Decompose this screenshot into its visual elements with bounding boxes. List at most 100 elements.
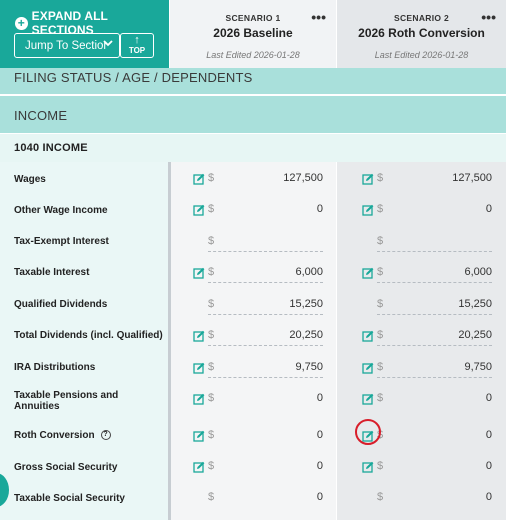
value-cell[interactable]: $ [193,233,323,253]
edit-icon[interactable] [193,392,205,405]
input-underline [377,282,492,283]
scenario-last-edited: Last Edited 2026-01-28 [374,50,469,60]
currency-symbol: $ [377,203,384,215]
edit-icon[interactable] [362,392,374,405]
toolbar: + EXPAND ALL SECTIONS Jump To Sectior ↑ … [0,0,169,68]
input-underline [208,251,323,252]
value-cell[interactable]: $0 [193,390,323,410]
more-options-icon[interactable]: ••• [311,9,326,25]
row-label-text: Other Wage Income [14,205,108,216]
subsection-1040-income[interactable]: 1040 INCOME [0,134,506,162]
value-cell[interactable]: $0 [193,458,323,478]
value-cell[interactable]: $0 [362,489,492,509]
currency-symbol: $ [377,266,384,278]
currency-symbol: $ [208,203,215,215]
header: + EXPAND ALL SECTIONS Jump To Sectior ↑ … [0,0,506,68]
edit-icon[interactable] [362,172,374,185]
value-text: 9,750 [295,361,323,373]
value-cell[interactable]: $6,000 [193,264,323,284]
scenario-2-header: SCENARIO 2 2026 Roth Conversion Last Edi… [337,0,506,68]
currency-symbol: $ [377,460,384,472]
value-cell[interactable]: $0 [193,201,323,221]
value-text: 6,000 [295,266,323,278]
currency-symbol: $ [377,491,384,503]
currency-symbol: $ [208,429,215,441]
arrow-up-icon: ↑ [134,34,140,46]
column-divider [168,162,171,520]
row-label-text: Wages [14,174,46,185]
scroll-top-button[interactable]: ↑ TOP [120,33,154,58]
value-cell[interactable]: $9,750 [362,359,492,379]
input-underline [377,251,492,252]
jump-to-section-select[interactable]: Jump To Sectior [14,33,120,58]
edit-icon[interactable] [193,429,205,442]
value-text: 9,750 [464,361,492,373]
edit-icon[interactable] [362,329,374,342]
value-cell[interactable]: $0 [362,201,492,221]
edit-icon[interactable] [362,203,374,216]
value-cell[interactable]: $6,000 [362,264,492,284]
row-label: Tax-Exempt Interest [14,236,164,247]
value-cell[interactable]: $9,750 [193,359,323,379]
value-cell[interactable]: $0 [362,390,492,410]
help-icon[interactable]: ? [100,430,111,441]
currency-symbol: $ [208,266,215,278]
section-income[interactable]: INCOME [0,96,506,133]
value-cell[interactable]: $127,500 [362,170,492,190]
value-text: 0 [485,203,492,215]
currency-symbol: $ [208,392,215,404]
value-cell[interactable]: $0 [193,489,323,509]
edit-icon[interactable] [362,460,374,473]
currency-symbol: $ [377,392,384,404]
currency-symbol: $ [208,329,215,341]
scenario-label: SCENARIO 1 [225,13,281,23]
value-cell[interactable]: $0 [362,427,492,447]
scenario-1-header: SCENARIO 1 2026 Baseline Last Edited 202… [170,0,336,68]
value-cell[interactable]: $127,500 [193,170,323,190]
currency-symbol: $ [377,298,384,310]
value-text: 6,000 [464,266,492,278]
row-label-text: Tax-Exempt Interest [14,236,109,247]
input-underline [377,377,492,378]
top-label: TOP [128,46,146,55]
currency-symbol: $ [208,460,215,472]
edit-icon[interactable] [193,460,205,473]
edit-icon[interactable] [362,361,374,374]
row-label-text: IRA Distributions [14,362,96,373]
value-cell[interactable]: $15,250 [193,296,323,316]
value-text: 0 [485,392,492,404]
row-label: Roth Conversion? [14,430,164,441]
edit-icon[interactable] [362,266,374,279]
row-label-text: Taxable Social Security [14,493,125,504]
more-options-icon[interactable]: ••• [481,9,496,25]
row-label: Taxable Pensions and Annuities [14,390,164,412]
value-text: 0 [485,491,492,503]
value-cell[interactable]: $20,250 [193,327,323,347]
value-cell[interactable]: $0 [193,427,323,447]
row-label: Taxable Interest [14,267,164,278]
input-underline [377,314,492,315]
value-text: 0 [316,203,323,215]
value-text: 20,250 [458,329,492,341]
edit-icon[interactable] [193,329,205,342]
input-underline [377,345,492,346]
section-filing-status[interactable]: FILING STATUS / AGE / DEPENDENTS [0,68,506,94]
value-cell[interactable]: $ [362,233,492,253]
row-label: Wages [14,174,164,185]
row-label-text: Taxable Interest [14,267,90,278]
edit-icon[interactable] [193,203,205,216]
scenario-name: 2026 Baseline [213,26,293,40]
value-cell[interactable]: $20,250 [362,327,492,347]
highlight-circle [355,419,381,445]
row-label-text: Gross Social Security [14,462,118,473]
chat-bubble[interactable] [0,473,9,507]
input-underline [208,345,323,346]
edit-icon[interactable] [193,361,205,374]
row-label: Gross Social Security [14,462,164,473]
currency-symbol: $ [208,172,215,184]
edit-icon[interactable] [193,172,205,185]
value-text: 0 [316,429,323,441]
edit-icon[interactable] [193,266,205,279]
value-cell[interactable]: $0 [362,458,492,478]
value-cell[interactable]: $15,250 [362,296,492,316]
